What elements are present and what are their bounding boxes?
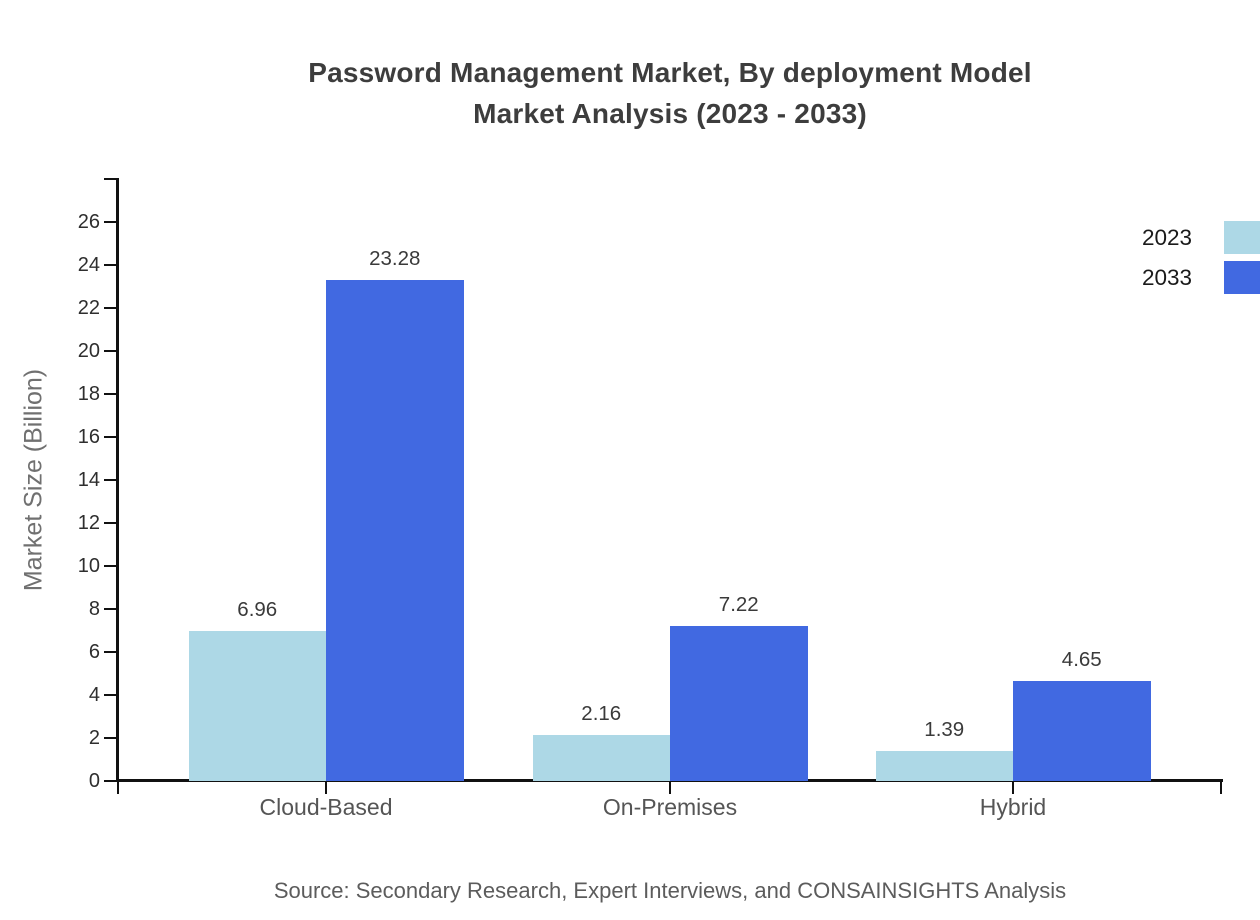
bar-2023-cloud-based: [188, 631, 326, 781]
x-tick-mark: [325, 782, 327, 794]
bar-2023-hybrid: [875, 751, 1013, 781]
x-category-label: Cloud-Based: [259, 794, 393, 820]
y-tick-label: 0: [88, 770, 100, 792]
y-tick-mark: [104, 436, 117, 438]
y-tick-mark: [104, 522, 117, 524]
y-tick-label: 2: [88, 727, 100, 749]
legend-item-2023: 2023: [1142, 221, 1260, 254]
x-category-label: On-Premises: [602, 794, 738, 820]
y-tick-label: 6: [88, 641, 100, 663]
y-tick-mark: [104, 307, 117, 309]
y-tick-mark: [104, 221, 117, 223]
legend-label: 2023: [1141, 224, 1192, 250]
y-tick-mark: [104, 608, 117, 610]
bar-value-label: 4.65: [1061, 648, 1102, 672]
bar-value-label: 6.96: [237, 598, 278, 622]
bar-2033-hybrid: [1013, 681, 1151, 781]
y-tick-mark: [104, 350, 117, 352]
x-tick-mark: [117, 782, 119, 794]
bar-value-label: 23.28: [369, 247, 421, 271]
bar-2023-on-premises: [532, 734, 670, 781]
y-tick-label: 20: [77, 340, 100, 362]
y-tick-label: 18: [77, 383, 100, 405]
y-tick-label: 24: [77, 254, 100, 276]
legend: 2023 2033: [1142, 221, 1260, 301]
y-tick-mark: [104, 651, 117, 653]
y-tick-label: 26: [77, 211, 100, 233]
x-tick-mark: [1012, 782, 1014, 794]
bar-2033-on-premises: [670, 625, 808, 781]
source-note: Source: Secondary Research, Expert Inter…: [273, 878, 1067, 903]
y-tick-label: 22: [77, 297, 100, 319]
bar-2033-cloud-based: [326, 280, 464, 781]
y-tick-label: 4: [88, 684, 100, 706]
y-tick-mark: [104, 565, 117, 567]
x-tick-mark: [669, 782, 671, 794]
chart-title: Password Management Market, By deploymen…: [80, 52, 1260, 134]
y-tick-mark: [104, 780, 117, 782]
y-tick-mark: [104, 737, 117, 739]
y-tick-mark: [104, 264, 117, 266]
bar-value-label: 2.16: [581, 701, 622, 725]
y-axis-end-tick: [104, 178, 117, 180]
y-tick-label: 8: [88, 598, 100, 620]
legend-item-2033: 2033: [1142, 261, 1260, 294]
x-tick-mark: [1220, 782, 1222, 794]
legend-swatch: [1224, 261, 1260, 294]
y-tick-label: 10: [77, 555, 100, 577]
y-tick-mark: [104, 479, 117, 481]
legend-swatch: [1224, 221, 1260, 254]
y-tick-label: 12: [77, 512, 100, 534]
y-tick-label: 14: [77, 469, 100, 491]
y-tick-label: 16: [77, 426, 100, 448]
y-tick-mark: [104, 393, 117, 395]
bar-value-label: 7.22: [718, 592, 759, 616]
bar-value-label: 1.39: [924, 718, 965, 742]
legend-label: 2033: [1141, 264, 1192, 290]
y-axis-line: [116, 178, 119, 782]
chart-title-line2: Market Analysis (2023 - 2033): [473, 98, 867, 129]
y-tick-mark: [104, 694, 117, 696]
x-category-label: Hybrid: [979, 794, 1047, 820]
chart-title-line1: Password Management Market, By deploymen…: [308, 57, 1032, 88]
